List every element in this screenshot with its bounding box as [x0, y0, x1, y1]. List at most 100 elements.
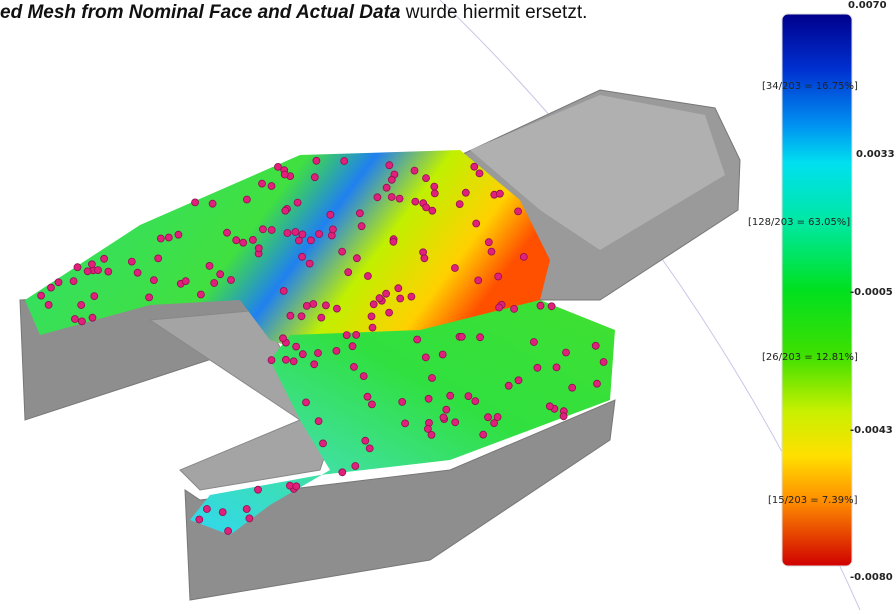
measurement-point	[364, 393, 371, 400]
measurement-point	[259, 180, 266, 187]
measurement-point	[414, 336, 421, 343]
measurement-point	[473, 220, 480, 227]
measurement-point	[219, 509, 226, 516]
measurement-point	[275, 163, 282, 170]
measurement-point	[592, 342, 599, 349]
measurement-point	[465, 393, 472, 400]
legend-band: [128/203 = 63.05%]	[748, 217, 850, 228]
measurement-point	[451, 265, 458, 272]
measurement-point	[327, 211, 334, 218]
measurement-point	[395, 285, 402, 292]
measurement-point	[303, 302, 310, 309]
measurement-point	[224, 229, 231, 236]
measurement-point	[537, 302, 544, 309]
measurement-point	[462, 189, 469, 196]
measurement-point	[316, 231, 323, 238]
measurement-point	[209, 200, 216, 207]
measurement-point	[211, 280, 218, 287]
measurement-point	[280, 287, 287, 294]
measurement-point	[495, 273, 502, 280]
measurement-point	[203, 506, 210, 513]
measurement-point	[38, 292, 45, 299]
measurement-point	[422, 354, 429, 361]
measurement-point	[520, 253, 527, 260]
measurement-point	[388, 194, 395, 201]
measurement-point	[310, 301, 317, 308]
measurement-point	[505, 382, 512, 389]
measurement-point	[243, 506, 250, 513]
measurement-point	[89, 314, 96, 321]
measurement-point	[45, 301, 52, 308]
measurement-point	[376, 295, 383, 302]
measurement-point	[268, 183, 275, 190]
measurement-point	[397, 295, 404, 302]
measurement-point	[412, 198, 419, 205]
measurement-point	[196, 516, 203, 523]
measurement-point	[268, 227, 275, 234]
measurement-point	[496, 304, 503, 311]
measurement-point	[458, 333, 465, 340]
measurement-point	[78, 302, 85, 309]
measurement-point	[105, 268, 112, 275]
measurement-point	[349, 343, 356, 350]
measurement-point	[206, 262, 213, 269]
measurement-point	[339, 469, 346, 476]
legend-tick: 0.0033	[856, 149, 895, 160]
measurement-point	[411, 167, 418, 174]
measurement-point	[175, 231, 182, 238]
measurement-point	[515, 208, 522, 215]
measurement-point	[353, 255, 360, 262]
measurement-point	[452, 419, 459, 426]
measurement-point	[456, 201, 463, 208]
measurement-point	[150, 277, 157, 284]
measurement-point	[368, 401, 375, 408]
measurement-point	[71, 316, 78, 323]
measurement-point	[383, 290, 390, 297]
measurement-point	[560, 413, 567, 420]
legend-tick: -0.0005	[850, 287, 893, 298]
measurement-point	[511, 305, 518, 312]
legend-band: [34/203 = 16.75%]	[762, 81, 858, 92]
measurement-point	[399, 398, 406, 405]
measurement-point	[155, 255, 162, 262]
measurement-point	[233, 237, 240, 244]
measurement-point	[472, 398, 479, 405]
measurement-point	[307, 237, 314, 244]
measurement-point	[320, 440, 327, 447]
measurement-point	[356, 210, 363, 217]
measurement-point	[600, 359, 607, 366]
measurement-point	[423, 175, 430, 182]
measurement-point	[287, 312, 294, 319]
measurement-point	[515, 377, 522, 384]
measurement-point	[383, 184, 390, 191]
measurement-point	[402, 420, 409, 427]
measurement-point	[386, 162, 393, 169]
measurement-point	[255, 486, 262, 493]
measurement-point	[480, 431, 487, 438]
measurement-point	[386, 309, 393, 316]
measurement-point	[496, 190, 503, 197]
measurement-point	[350, 363, 357, 370]
measurement-point	[443, 406, 450, 413]
measurement-point	[70, 278, 77, 285]
measurement-point	[48, 284, 55, 291]
measurement-point	[313, 157, 320, 164]
legend-band: [26/203 = 12.81%]	[762, 352, 858, 363]
measurement-point	[246, 515, 253, 522]
measurement-point	[293, 343, 300, 350]
measurement-point	[55, 279, 62, 286]
legend-bar	[782, 14, 852, 566]
measurement-point	[475, 277, 482, 284]
measurement-point	[74, 264, 81, 271]
measurement-point	[431, 190, 438, 197]
measurement-point	[295, 237, 302, 244]
measurement-point	[78, 318, 85, 325]
measurement-point	[477, 334, 484, 341]
measurement-point	[339, 248, 346, 255]
measurement-point	[225, 528, 232, 535]
measurement-point	[358, 223, 365, 230]
measurement-point	[476, 170, 483, 177]
measurement-point	[421, 255, 428, 262]
measurement-point	[249, 236, 256, 243]
measurement-point	[534, 364, 541, 371]
